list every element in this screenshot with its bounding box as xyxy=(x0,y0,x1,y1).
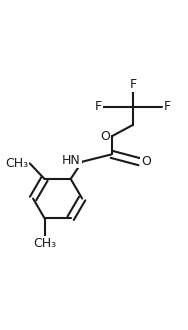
Text: O: O xyxy=(100,130,110,143)
Text: F: F xyxy=(95,100,102,114)
Text: O: O xyxy=(141,155,151,168)
Text: CH₃: CH₃ xyxy=(33,237,56,250)
Text: HN: HN xyxy=(62,154,80,167)
Text: CH₃: CH₃ xyxy=(5,157,28,170)
Text: F: F xyxy=(129,78,136,91)
Text: F: F xyxy=(164,100,171,114)
